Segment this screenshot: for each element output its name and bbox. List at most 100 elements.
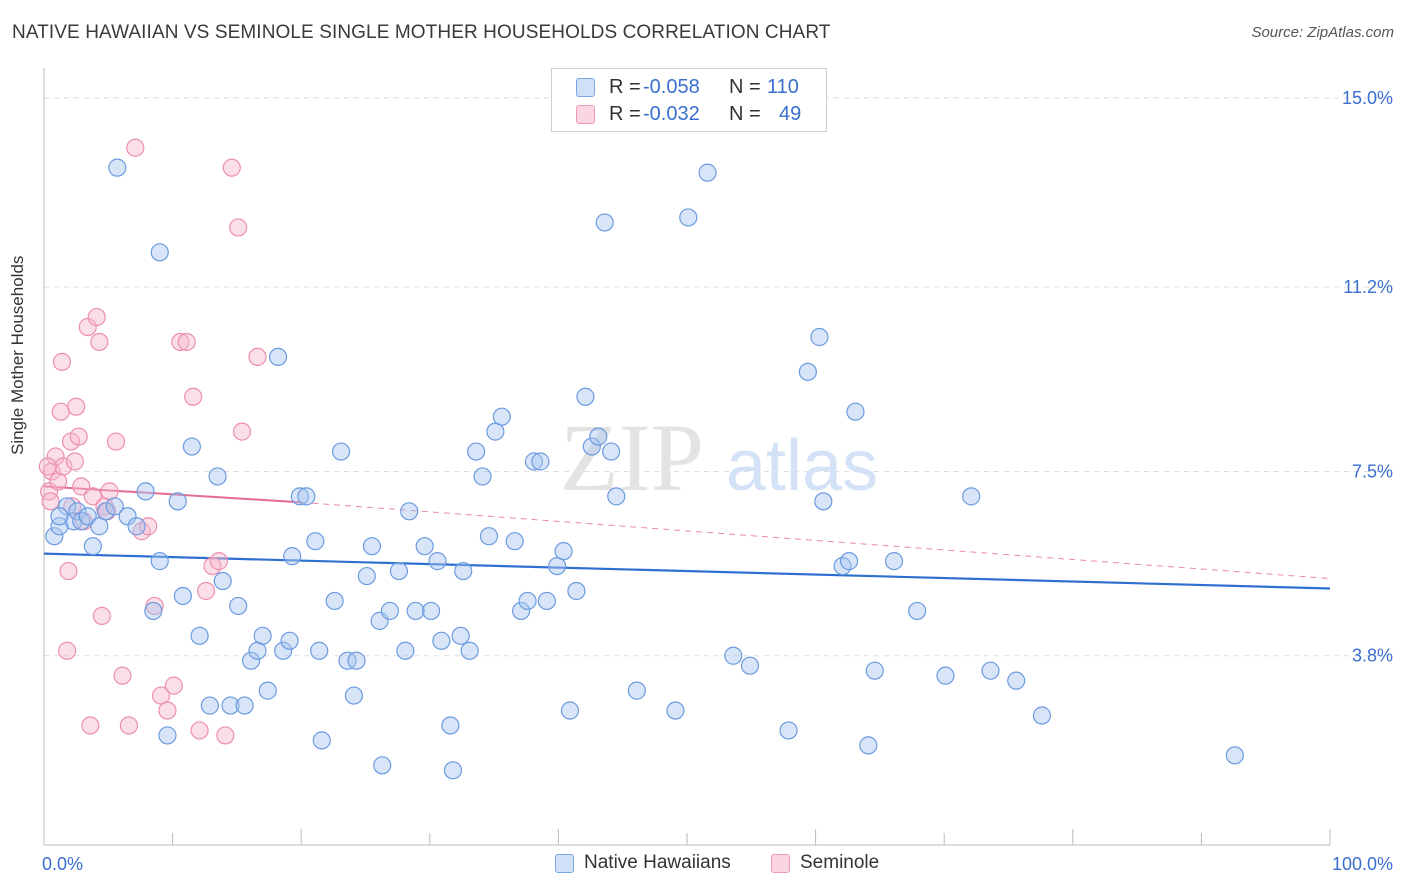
native-hawaiians-point-64 — [473, 467, 492, 486]
native-hawaiians-point-20 — [190, 626, 209, 645]
native-hawaiians-point-32 — [274, 641, 293, 660]
seminole-point-28 — [126, 138, 145, 157]
r-label: R = — [609, 75, 641, 98]
legend-item-native-hawaiians: Native Hawaiians — [555, 852, 731, 874]
native-hawaiians-point-48 — [373, 756, 392, 775]
gridlines — [44, 97, 1392, 657]
native-hawaiians-point-15 — [150, 552, 169, 571]
native-hawaiians-point-0 — [45, 527, 64, 546]
native-hawaiians-point-82 — [602, 442, 621, 461]
native-hawaiians-point-46 — [362, 537, 382, 556]
n-value: 49 — [779, 102, 802, 125]
watermark-zip: ZIP — [560, 404, 704, 511]
native-hawaiians-point-90 — [779, 721, 798, 740]
native-hawaiians-point-74 — [548, 556, 567, 576]
r-value: -0.032 — [643, 102, 700, 125]
y-tick-label-0: 3.8% — [1352, 646, 1393, 666]
seminole-point-46 — [248, 347, 267, 367]
native-hawaiians-point-58 — [441, 716, 460, 735]
native-hawaiians-point-69 — [512, 601, 531, 621]
native-hawaiians-point-89 — [740, 656, 760, 675]
native-hawaiians-point-49 — [380, 601, 400, 621]
seminole-point-2 — [46, 447, 65, 466]
legend-label: Native Hawaiians — [584, 852, 731, 873]
legend-label: Seminole — [800, 852, 880, 873]
seminole-point-19 — [87, 307, 106, 327]
native-hawaiians-point-44 — [347, 651, 366, 670]
native-hawaiians-point-107 — [108, 158, 127, 177]
seminole-point-26 — [113, 666, 132, 685]
native-hawaiians-point-106 — [1225, 746, 1244, 765]
native-hawaiians-point-45 — [357, 566, 376, 586]
native-hawaiians-point-57 — [432, 631, 451, 650]
seminole-point-47 — [38, 457, 57, 476]
seminole-point-4 — [51, 402, 70, 421]
native-hawaiians-point-34 — [283, 547, 302, 566]
trend-line-seminole-extension — [301, 501, 1331, 580]
native-hawaiians-point-62 — [460, 641, 479, 660]
n-label: N = — [729, 75, 761, 98]
seminole-point-34 — [164, 676, 183, 695]
native-hawaiians-point-79 — [582, 437, 601, 456]
native-hawaiians-point-98 — [865, 661, 884, 680]
native-hawaiians-point-102 — [962, 487, 981, 506]
seminole-point-42 — [216, 726, 235, 745]
seminole-point-17 — [81, 716, 100, 735]
native-hawaiians-point-12 — [127, 517, 146, 536]
source-note: Source: ZipAtlas.com — [1251, 24, 1394, 41]
trend-line-native-hawaiians — [43, 552, 1331, 590]
native-hawaiians-point-14 — [144, 601, 163, 621]
native-hawaiians-point-4 — [68, 502, 87, 521]
seminole-point-18 — [83, 487, 102, 506]
seminole-point-41 — [209, 552, 228, 571]
y-tick-label-3: 15.0% — [1342, 88, 1393, 108]
seminole-point-11 — [65, 452, 84, 471]
r-value: -0.058 — [643, 75, 700, 98]
native-hawaiians-point-103 — [981, 661, 1000, 680]
native-hawaiians-point-29 — [253, 626, 272, 645]
seminole-point-10 — [63, 497, 82, 516]
native-hawaiians-point-86 — [679, 208, 698, 227]
native-hawaiians-point-36 — [297, 487, 316, 506]
native-hawaiians-point-26 — [235, 696, 254, 715]
seminole-point-12 — [67, 397, 86, 416]
native-hawaiians-point-50 — [389, 561, 409, 581]
seminole-point-44 — [229, 218, 248, 237]
native-hawaiians-point-68 — [505, 532, 524, 551]
native-hawaiians-point-8 — [90, 517, 109, 536]
native-hawaiians-point-96 — [846, 402, 865, 421]
native-hawaiians-point-88 — [724, 646, 743, 665]
native-hawaiians-point-109 — [50, 507, 69, 526]
native-hawaiians-point-63 — [466, 442, 486, 461]
native-hawaiians-point-33 — [280, 631, 299, 650]
data-points — [38, 138, 1244, 780]
watermark-atlas: atlas — [726, 426, 878, 506]
native-hawaiians-point-22 — [208, 467, 227, 486]
native-hawaiians-point-72 — [531, 452, 550, 471]
native-hawaiians-point-59 — [443, 761, 463, 780]
native-hawaiians-point-30 — [258, 681, 277, 700]
native-hawaiians-point-54 — [415, 537, 434, 556]
native-hawaiians-point-92 — [810, 327, 829, 347]
native-hawaiians-point-35 — [290, 487, 310, 506]
legend-swatch-pink — [576, 104, 595, 124]
native-hawaiians-point-71 — [524, 452, 544, 471]
native-hawaiians-point-41 — [331, 442, 351, 461]
native-hawaiians-point-85 — [666, 701, 685, 720]
seminole-point-20 — [90, 332, 109, 352]
y-axis-title: Single Mother Households — [8, 255, 27, 455]
native-hawaiians-point-80 — [589, 427, 608, 446]
native-hawaiians-point-105 — [1032, 706, 1052, 725]
native-hawaiians-point-11 — [118, 507, 137, 526]
native-hawaiians-point-73 — [537, 591, 556, 611]
native-hawaiians-point-7 — [83, 537, 102, 556]
native-hawaiians-point-78 — [576, 387, 595, 406]
native-hawaiians-point-16 — [158, 726, 177, 745]
native-hawaiians-point-65 — [479, 527, 499, 546]
native-hawaiians-point-2 — [58, 497, 77, 516]
seminole-point-27 — [119, 716, 138, 735]
native-hawaiians-point-18 — [173, 586, 192, 606]
native-hawaiians-point-55 — [421, 601, 441, 621]
native-hawaiians-point-10 — [105, 497, 124, 516]
native-hawaiians-point-6 — [78, 507, 97, 526]
